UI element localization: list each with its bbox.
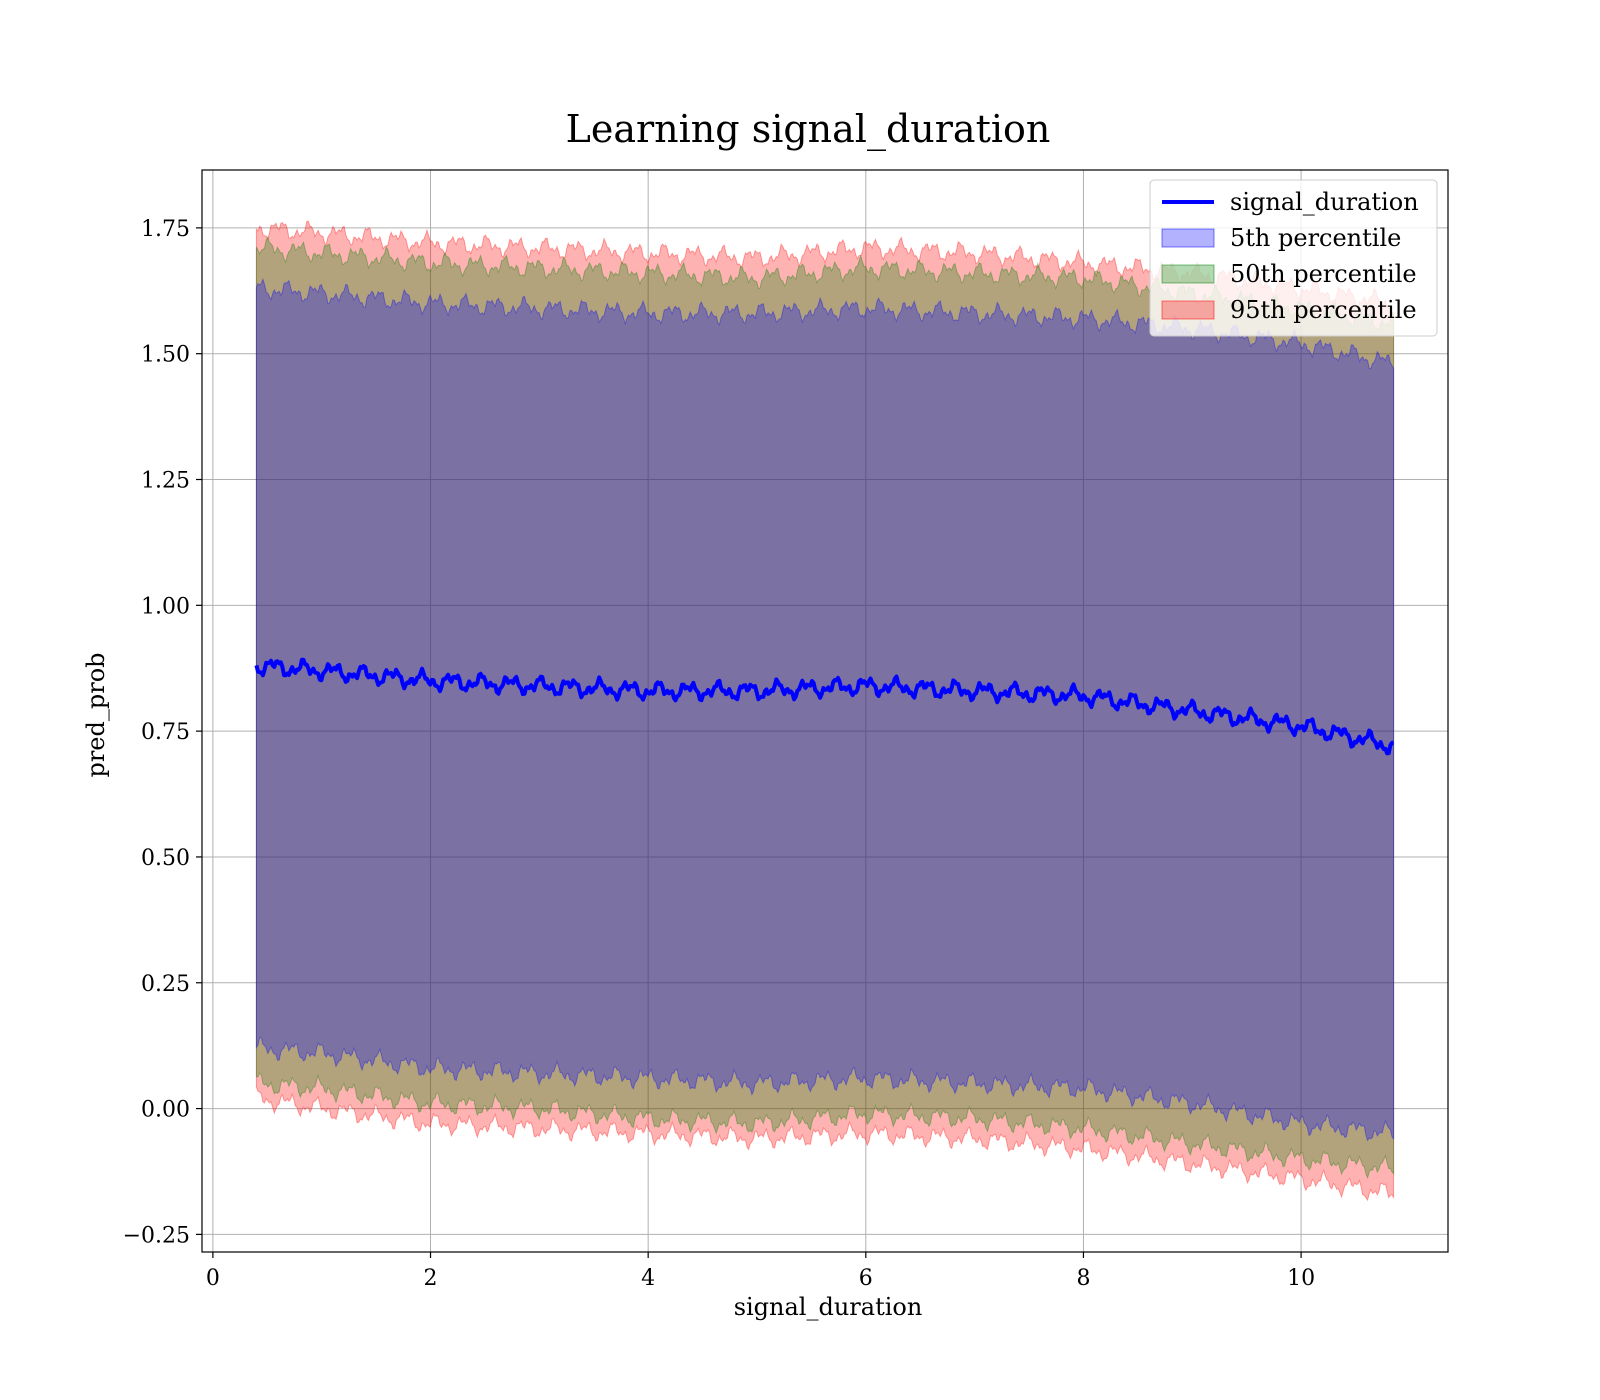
legend-swatch-band	[1161, 300, 1215, 320]
line-signal-duration	[254, 657, 1394, 756]
y-tick-label: 1.50	[141, 343, 190, 368]
x-tick-label: 10	[1287, 1266, 1315, 1291]
legend-swatch-band	[1161, 264, 1215, 284]
band-5th-percentile	[255, 277, 1395, 1142]
band-50th-percentile	[255, 236, 1395, 1180]
x-tick-label: 8	[1076, 1266, 1090, 1291]
x-axis-ticks: 0 2 4 6 8 10	[206, 1252, 1315, 1291]
legend-box	[1149, 179, 1438, 337]
y-tick-label: 1.75	[141, 217, 190, 242]
legend-label: 5th percentile	[1230, 224, 1401, 252]
legend-label: 95th percentile	[1230, 296, 1417, 324]
x-tick-label: 6	[859, 1266, 873, 1291]
chart-title: Learning signal_duration	[566, 107, 1051, 152]
plot-frame	[201, 169, 1449, 1253]
band-95th-percentile	[255, 220, 1395, 1202]
y-tick-label: 0.25	[141, 972, 190, 997]
y-axis-label: pred_prob	[82, 652, 110, 777]
legend-label: 50th percentile	[1230, 260, 1417, 288]
y-tick-label: 0.50	[141, 846, 190, 871]
percentile-bands	[255, 220, 1395, 1202]
legend-swatch-band	[1161, 228, 1215, 248]
x-tick-label: 2	[424, 1266, 438, 1291]
grid	[202, 170, 1448, 1252]
y-tick-label: −0.25	[123, 1223, 190, 1248]
y-tick-label: 1.25	[141, 469, 190, 494]
y-tick-label: 0.75	[141, 720, 190, 745]
y-axis-ticks: −0.25 0.00 0.25 0.50 0.75 1.00 1.25 1.50 1.75	[123, 217, 202, 1248]
y-tick-label: 1.00	[141, 594, 190, 619]
y-tick-label: 0.00	[141, 1098, 190, 1123]
x-tick-label: 0	[206, 1266, 220, 1291]
legend: signal_duration 5th percentile 50th percen…	[1149, 179, 1438, 337]
x-tick-label: 4	[641, 1266, 655, 1291]
legend-label: signal_duration	[1230, 188, 1419, 216]
series-lines	[254, 657, 1394, 756]
x-axis-label: signal_duration	[734, 1293, 923, 1321]
